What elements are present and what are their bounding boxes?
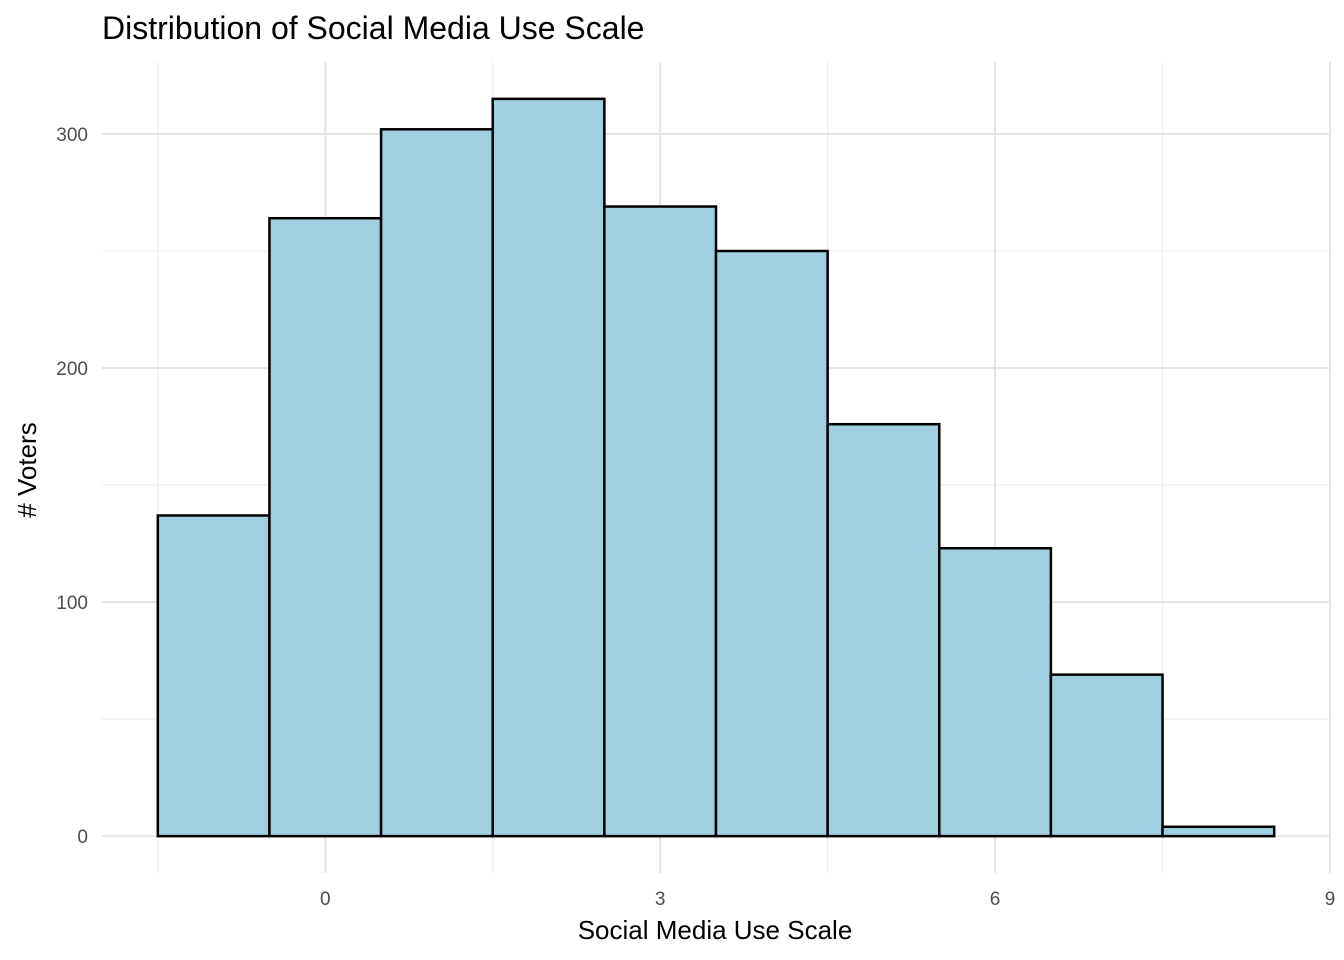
histogram-bar	[379, 128, 494, 838]
histogram-bar	[156, 514, 271, 838]
x-axis-ticks: 0 3 6 9	[320, 889, 1335, 910]
histogram-bar	[603, 205, 718, 838]
y-tick-label: 100	[56, 593, 88, 614]
y-tick-label: 200	[56, 359, 88, 380]
x-tick-label: 3	[655, 889, 666, 910]
x-tick-label: 0	[320, 889, 331, 910]
histogram-bar	[714, 249, 829, 838]
x-tick-label: 9	[1325, 889, 1336, 910]
y-tick-label: 0	[77, 827, 88, 848]
x-axis-title: Social Media Use Scale	[578, 915, 853, 945]
histogram-bar	[268, 216, 383, 838]
histogram-bar	[938, 546, 1053, 838]
histogram-bar	[826, 422, 941, 838]
histogram-bars	[156, 97, 1276, 838]
x-tick-label: 6	[990, 889, 1001, 910]
y-axis-ticks: 0 100 200 300	[56, 125, 88, 848]
y-tick-label: 300	[56, 125, 88, 146]
histogram-bar	[1161, 825, 1276, 838]
y-axis-title: # Voters	[12, 422, 42, 517]
chart-title: Distribution of Social Media Use Scale	[102, 10, 644, 46]
histogram-bar	[1049, 673, 1164, 838]
histogram-bar	[491, 97, 606, 838]
